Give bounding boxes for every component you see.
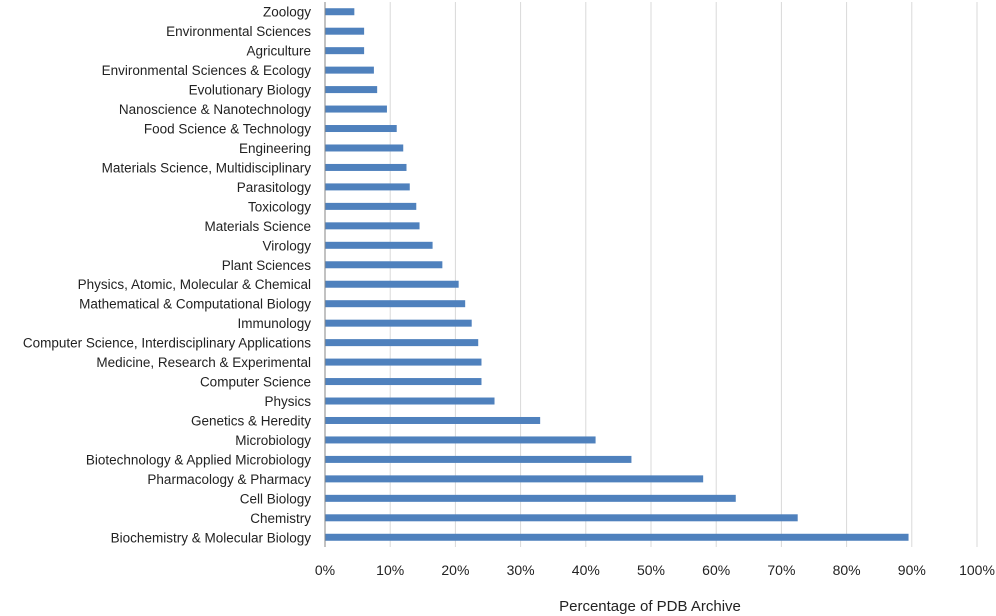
x-tick-label: 30% <box>507 562 535 578</box>
bar <box>325 416 541 424</box>
x-tick-label: 60% <box>702 562 730 578</box>
x-tick-label: 10% <box>376 562 404 578</box>
x-tick-label: 80% <box>833 562 861 578</box>
category-label: Plant Sciences <box>222 258 312 273</box>
category-label: Materials Science, Multidisciplinary <box>102 160 312 175</box>
x-tick-label: 20% <box>441 562 469 578</box>
bar <box>325 397 495 405</box>
bar <box>325 144 404 152</box>
category-label: Evolutionary Biology <box>189 83 312 98</box>
bar <box>325 436 596 444</box>
category-label: Cell Biology <box>240 491 312 506</box>
bar <box>325 533 909 541</box>
x-axis-title: Percentage of PDB Archive <box>559 598 741 615</box>
category-label: Immunology <box>237 316 311 331</box>
bar <box>325 514 798 522</box>
category-label: Computer Science <box>200 375 311 390</box>
category-label: Materials Science <box>204 219 311 234</box>
vertical-gridlines <box>389 2 978 547</box>
bar <box>325 27 365 35</box>
bar <box>325 66 374 74</box>
category-label: Genetics & Heredity <box>191 413 311 428</box>
bar <box>325 125 397 133</box>
category-label: Pharmacology & Pharmacy <box>147 472 311 487</box>
bar <box>325 455 632 463</box>
category-label: Mathematical & Computational Biology <box>79 297 311 312</box>
category-label: Food Science & Technology <box>144 122 311 137</box>
category-label: Environmental Sciences & Ecology <box>102 63 312 78</box>
bar <box>325 183 410 191</box>
x-tick-label: 50% <box>637 562 665 578</box>
category-label: Environmental Sciences <box>166 24 311 39</box>
category-label: Chemistry <box>250 511 311 526</box>
bar <box>325 8 355 16</box>
bar <box>325 47 365 55</box>
category-label: Zoology <box>263 5 311 20</box>
category-label: Medicine, Research & Experimental <box>96 355 311 370</box>
bar <box>325 319 472 327</box>
category-label: Biochemistry & Molecular Biology <box>111 530 312 545</box>
category-label: Virology <box>262 238 311 253</box>
bar <box>325 494 736 502</box>
category-label: Engineering <box>239 141 311 156</box>
x-tick-label: 0% <box>315 562 335 578</box>
bar <box>325 86 378 94</box>
x-tick-label: 100% <box>959 562 995 578</box>
bar <box>325 163 407 171</box>
category-labels: Zoology Environmental Sciences Agriculture… <box>23 5 311 546</box>
bar <box>325 300 466 308</box>
x-tick-label: 40% <box>572 562 600 578</box>
category-label: Nanoscience & Nanotechnology <box>119 102 311 117</box>
category-label: Physics <box>264 394 311 409</box>
bar <box>325 241 433 249</box>
bar <box>325 358 482 366</box>
bar <box>325 475 704 483</box>
bar <box>325 378 482 386</box>
bar <box>325 202 417 210</box>
category-label: Computer Science, Interdisciplinary Appl… <box>23 336 311 351</box>
tick-labels: 0% 10% 20% 30% 40% 50% 60% 70% 80% 90% 100% <box>315 562 995 578</box>
bar <box>325 339 479 347</box>
category-label: Parasitology <box>237 180 312 195</box>
bar <box>325 105 387 113</box>
category-label: Toxicology <box>248 199 311 214</box>
bar <box>325 280 459 288</box>
x-tick-label: 90% <box>898 562 926 578</box>
x-tick-label: 70% <box>767 562 795 578</box>
category-label: Biotechnology & Applied Microbiology <box>86 452 311 467</box>
category-label: Microbiology <box>235 433 311 448</box>
category-label: Physics, Atomic, Molecular & Chemical <box>78 277 311 292</box>
bar <box>325 222 420 230</box>
bar <box>325 261 443 269</box>
bars <box>325 8 909 541</box>
category-label: Agriculture <box>246 44 311 59</box>
